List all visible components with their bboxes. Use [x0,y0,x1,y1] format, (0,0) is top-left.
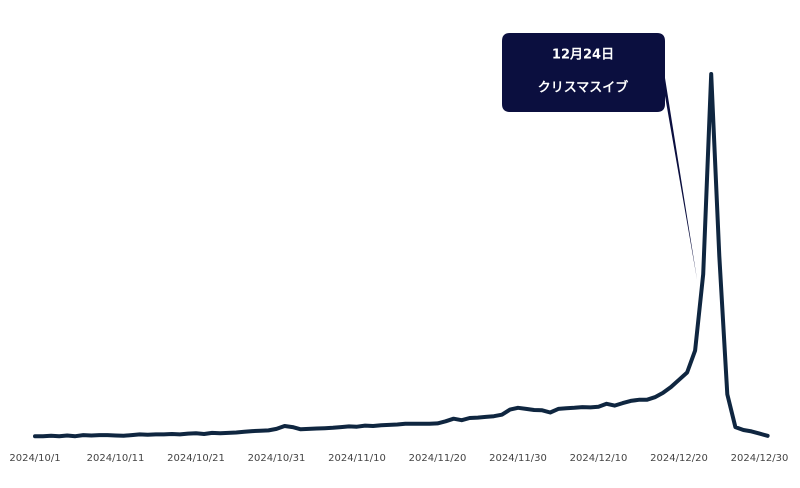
line [33,72,770,439]
x-tick-label: 2024/12/10 [570,453,628,464]
x-tick-label: 2024/11/30 [489,453,547,464]
x-tick-label: 2024/12/20 [650,453,708,464]
callout-title: 12月24日 [552,48,614,63]
x-tick-label: 2024/10/31 [248,453,306,464]
x-tick-label: 2024/10/1 [9,453,60,464]
callout-text: クリスマスイブ [538,80,629,96]
x-tick-label: 2024/12/30 [731,453,789,464]
x-tick-label: 2024/10/11 [87,453,145,464]
callout-box [502,33,698,281]
x-tick-label: 2024/11/20 [409,453,467,464]
x-tick-label: 2024/11/10 [328,453,386,464]
x-tick-label: 2024/10/21 [167,453,225,464]
